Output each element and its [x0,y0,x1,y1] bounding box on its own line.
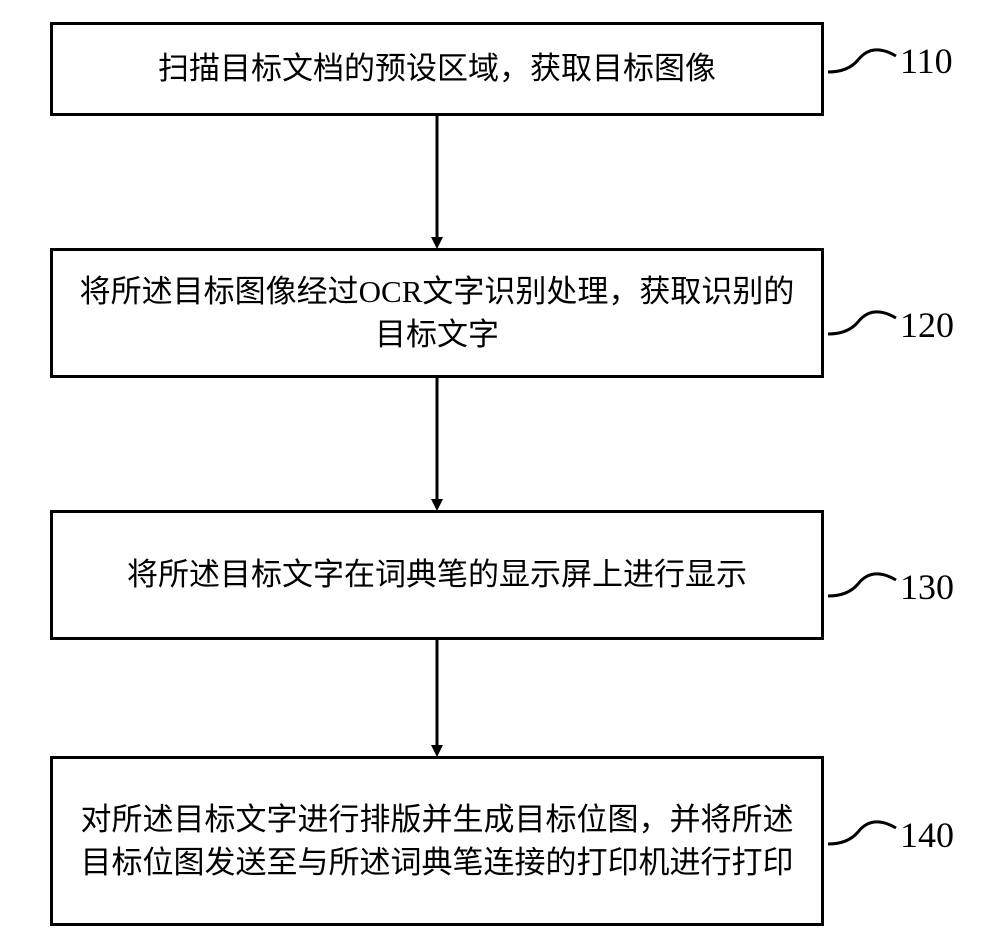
label-tick-130 [828,574,896,596]
flow-connectors [0,0,1000,942]
flowchart-canvas: 扫描目标文档的预设区域，获取目标图像 110 将所述目标图像经过OCR文字识别处… [0,0,1000,942]
label-tick-120 [828,312,896,334]
label-tick-110 [828,50,896,72]
label-tick-140 [828,822,896,844]
